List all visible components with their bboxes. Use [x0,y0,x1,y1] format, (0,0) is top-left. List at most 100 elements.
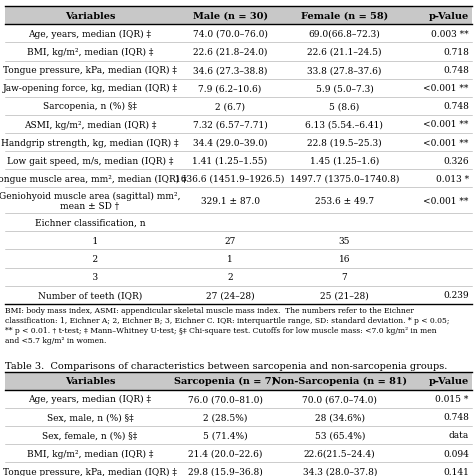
Text: 1636.6 (1451.9–1926.5): 1636.6 (1451.9–1926.5) [175,175,285,183]
Text: Variables: Variables [64,377,115,385]
Bar [5,214,472,232]
Text: p-Value: p-Value [428,12,469,20]
Bar [5,79,472,98]
Bar [5,152,472,170]
Text: 2: 2 [82,255,99,263]
Text: Sex, female, n (%) §‡: Sex, female, n (%) §‡ [42,431,137,439]
Text: Tongue muscle area, mm², median (IQR) ‡: Tongue muscle area, mm², median (IQR) ‡ [0,174,187,184]
Text: 1497.7 (1375.0–1740.8): 1497.7 (1375.0–1740.8) [290,175,399,183]
Text: Age, years, median (IQR) ‡: Age, years, median (IQR) ‡ [28,394,152,404]
Text: 0.748: 0.748 [443,102,469,111]
Text: 6.13 (5.54.–6.41): 6.13 (5.54.–6.41) [305,120,383,129]
Bar [5,268,472,286]
Text: 0.015 *: 0.015 * [436,395,469,403]
Text: 7.9 (6.2–10.6): 7.9 (6.2–10.6) [199,84,262,93]
Bar [5,61,472,79]
Text: Handgrip strength, kg, median (IQR) ‡: Handgrip strength, kg, median (IQR) ‡ [1,138,179,148]
Bar [5,462,472,476]
Text: ASMI, kg/m², median (IQR) ‡: ASMI, kg/m², median (IQR) ‡ [24,120,156,129]
Text: 22.6(21.5–24.4): 22.6(21.5–24.4) [304,449,375,457]
Text: 5.9 (5.0–7.3): 5.9 (5.0–7.3) [316,84,374,93]
Text: 34.3 (28.0–37.8): 34.3 (28.0–37.8) [302,467,377,476]
Text: p-Value: p-Value [428,377,469,385]
Text: Low gait speed, m/s, median (IQR) ‡: Low gait speed, m/s, median (IQR) ‡ [7,156,173,166]
Text: 21.4 (20.0–22.6): 21.4 (20.0–22.6) [188,449,263,457]
Text: 2: 2 [227,273,233,281]
Text: Non-Sarcopenia (n = 81): Non-Sarcopenia (n = 81) [272,376,407,386]
Text: 29.8 (15.9–36.8): 29.8 (15.9–36.8) [188,467,263,476]
Text: BMI, kg/m², median (IQR) ‡: BMI, kg/m², median (IQR) ‡ [27,448,153,458]
Bar [5,372,472,390]
Text: <0.001 **: <0.001 ** [423,197,469,205]
Text: Male (n = 30): Male (n = 30) [192,12,267,20]
Text: 70.0 (67.0–74.0): 70.0 (67.0–74.0) [302,395,377,403]
Bar [5,426,472,444]
Text: 0.326: 0.326 [443,157,469,165]
Text: Sex, male, n (%) §‡: Sex, male, n (%) §‡ [46,413,133,421]
Text: 53 (65.4%): 53 (65.4%) [315,431,365,439]
Text: 69.0(66.8–72.3): 69.0(66.8–72.3) [309,30,380,39]
Bar [5,43,472,61]
Text: 35: 35 [338,237,350,245]
Text: 27 (24–28): 27 (24–28) [206,291,255,299]
Text: 5 (8.6): 5 (8.6) [329,102,359,111]
Text: 22.8 (19.5–25.3): 22.8 (19.5–25.3) [307,139,382,147]
Text: 2 (28.5%): 2 (28.5%) [203,413,247,421]
Bar [5,170,472,188]
Text: Jaw-opening force, kg, median (IQR) ‡: Jaw-opening force, kg, median (IQR) ‡ [2,84,177,93]
Text: data: data [448,431,469,439]
Text: 7.32 (6.57–7.71): 7.32 (6.57–7.71) [192,120,267,129]
Text: 1.45 (1.25–1.6): 1.45 (1.25–1.6) [310,157,379,165]
Text: 0.718: 0.718 [443,48,469,57]
Text: 0.013 *: 0.013 * [436,175,469,183]
Text: <0.001 **: <0.001 ** [423,139,469,147]
Text: 28 (34.6%): 28 (34.6%) [315,413,365,421]
Text: 16: 16 [338,255,350,263]
Text: Tongue pressure, kPa, median (IQR) ‡: Tongue pressure, kPa, median (IQR) ‡ [3,466,177,476]
Text: 76.0 (70.0–81.0): 76.0 (70.0–81.0) [188,395,263,403]
Bar [5,134,472,152]
Text: 3: 3 [82,273,99,281]
Text: BMI: body mass index, ASMI: appendicular skeletal muscle mass index.  The number: BMI: body mass index, ASMI: appendicular… [5,307,449,344]
Bar [5,444,472,462]
Text: 2 (6.7): 2 (6.7) [215,102,245,111]
Text: 0.748: 0.748 [443,413,469,421]
Text: 1: 1 [82,237,99,245]
Text: 22.6 (21.8–24.0): 22.6 (21.8–24.0) [193,48,267,57]
Text: 329.1 ± 87.0: 329.1 ± 87.0 [201,197,259,205]
Text: 0.003 **: 0.003 ** [431,30,469,39]
Text: Tongue pressure, kPa, median (IQR) ‡: Tongue pressure, kPa, median (IQR) ‡ [3,66,177,75]
Text: <0.001 **: <0.001 ** [423,120,469,129]
Text: 1: 1 [227,255,233,263]
Bar [5,25,472,43]
Text: 253.6 ± 49.7: 253.6 ± 49.7 [315,197,374,205]
Bar [5,390,472,408]
Text: 0.748: 0.748 [443,66,469,75]
Text: Table 3.  Comparisons of characteristics between sarcopenia and non-sarcopenia g: Table 3. Comparisons of characteristics … [5,361,447,370]
Text: <0.001 **: <0.001 ** [423,84,469,93]
Text: 27: 27 [224,237,236,245]
Text: Age, years, median (IQR) ‡: Age, years, median (IQR) ‡ [28,30,152,39]
Text: 34.6 (27.3–38.8): 34.6 (27.3–38.8) [193,66,267,75]
Bar [5,116,472,134]
Text: 7: 7 [342,273,347,281]
Text: 22.6 (21.1–24.5): 22.6 (21.1–24.5) [307,48,382,57]
Text: Number of teeth (IQR): Number of teeth (IQR) [38,291,142,299]
Text: Sarcopenia (n = 7): Sarcopenia (n = 7) [174,376,276,386]
Text: 1.41 (1.25–1.55): 1.41 (1.25–1.55) [192,157,268,165]
Text: Variables: Variables [64,12,115,20]
Text: 33.8 (27.8–37.6): 33.8 (27.8–37.6) [307,66,382,75]
Text: Geniohyoid muscle area (sagittal) mm²,
mean ± SD †: Geniohyoid muscle area (sagittal) mm², m… [0,191,181,210]
Text: 0.239: 0.239 [443,291,469,299]
Bar [5,286,472,304]
Bar [5,98,472,116]
Text: 74.0 (70.0–76.0): 74.0 (70.0–76.0) [192,30,267,39]
Text: 34.4 (29.0–39.0): 34.4 (29.0–39.0) [193,139,267,147]
Text: 0.094: 0.094 [443,449,469,457]
Text: 0.141: 0.141 [443,467,469,476]
Bar [5,408,472,426]
Text: Sarcopenia, n (%) §‡: Sarcopenia, n (%) §‡ [43,102,137,111]
Text: 5 (71.4%): 5 (71.4%) [203,431,247,439]
Bar [5,250,472,268]
Text: Eichner classification, n: Eichner classification, n [35,218,145,227]
